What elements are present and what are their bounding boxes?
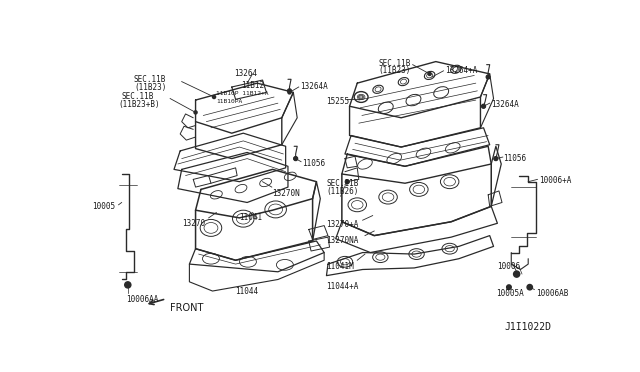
Text: J1I1022D: J1I1022D bbox=[504, 322, 551, 332]
Text: SEC.11B: SEC.11B bbox=[326, 179, 359, 188]
Text: 11B12: 11B12 bbox=[241, 81, 264, 90]
Circle shape bbox=[507, 285, 511, 289]
Text: (11B23): (11B23) bbox=[379, 66, 411, 75]
Circle shape bbox=[494, 157, 497, 160]
Circle shape bbox=[529, 286, 531, 288]
Text: 13264A: 13264A bbox=[492, 100, 519, 109]
Circle shape bbox=[482, 104, 486, 108]
Text: 13264: 13264 bbox=[234, 69, 257, 78]
Circle shape bbox=[346, 180, 349, 184]
Circle shape bbox=[294, 157, 298, 161]
Text: 13270NA: 13270NA bbox=[326, 235, 359, 245]
Circle shape bbox=[428, 73, 431, 76]
Circle shape bbox=[515, 273, 518, 276]
Circle shape bbox=[212, 96, 216, 99]
Circle shape bbox=[482, 105, 485, 108]
Circle shape bbox=[494, 157, 498, 161]
Text: 11044+A: 11044+A bbox=[326, 282, 359, 291]
Text: 10005A: 10005A bbox=[496, 289, 524, 298]
Circle shape bbox=[513, 271, 520, 277]
Circle shape bbox=[288, 91, 291, 94]
Text: SEC.11B: SEC.11B bbox=[379, 58, 411, 67]
Circle shape bbox=[486, 75, 490, 79]
Text: 11056: 11056 bbox=[504, 154, 527, 163]
Circle shape bbox=[294, 157, 297, 160]
Text: FRONT: FRONT bbox=[170, 302, 204, 312]
Text: 11056: 11056 bbox=[302, 158, 325, 168]
Text: 10006: 10006 bbox=[497, 262, 520, 271]
Text: 10006AA: 10006AA bbox=[126, 295, 159, 304]
Circle shape bbox=[125, 282, 131, 288]
Text: 13270: 13270 bbox=[182, 219, 205, 228]
Text: 13264+A: 13264+A bbox=[445, 66, 477, 75]
Text: SEC.11B: SEC.11B bbox=[122, 92, 154, 102]
Text: 11044: 11044 bbox=[236, 287, 259, 296]
Text: (11B23+B): (11B23+B) bbox=[118, 100, 160, 109]
Text: 10006+A: 10006+A bbox=[539, 176, 572, 185]
Text: 11041: 11041 bbox=[239, 212, 262, 221]
Text: 15255: 15255 bbox=[326, 97, 349, 106]
Circle shape bbox=[126, 283, 129, 286]
Text: 13264A: 13264A bbox=[300, 81, 328, 91]
Text: 11B10P 11B12+A: 11B10P 11B12+A bbox=[216, 91, 269, 96]
Circle shape bbox=[527, 285, 532, 290]
Text: 13270+A: 13270+A bbox=[326, 220, 359, 229]
Text: (11B26): (11B26) bbox=[326, 187, 359, 196]
Text: (11B23): (11B23) bbox=[134, 83, 166, 92]
Text: 10006AB: 10006AB bbox=[536, 289, 568, 298]
Circle shape bbox=[287, 89, 291, 93]
Circle shape bbox=[194, 111, 197, 114]
Text: 10005: 10005 bbox=[92, 202, 115, 212]
Text: 13270N: 13270N bbox=[273, 189, 300, 198]
Text: SEC.11B: SEC.11B bbox=[134, 76, 166, 84]
Circle shape bbox=[346, 180, 349, 183]
Text: 11B10PA: 11B10PA bbox=[216, 99, 243, 103]
Text: 11041M: 11041M bbox=[326, 262, 354, 271]
